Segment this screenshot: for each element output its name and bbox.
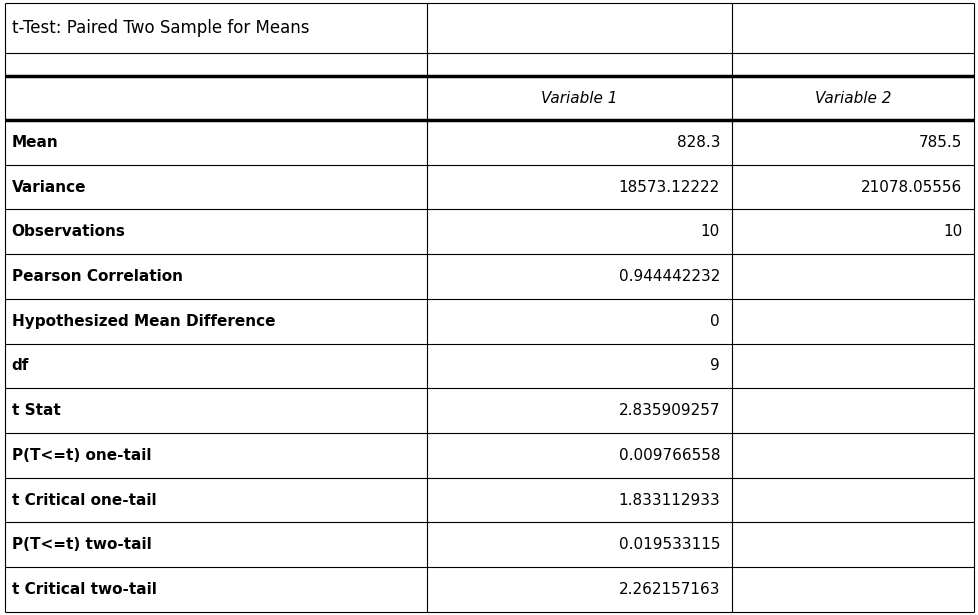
Text: df: df [12,359,29,373]
Text: 9: 9 [710,359,719,373]
Text: 0.019533115: 0.019533115 [618,538,719,552]
Text: 1.833112933: 1.833112933 [618,493,719,507]
Text: Variable 1: Variable 1 [541,90,617,106]
Text: Hypothesized Mean Difference: Hypothesized Mean Difference [12,314,275,329]
Text: 2.262157163: 2.262157163 [618,582,719,597]
Text: 828.3: 828.3 [676,135,719,150]
Text: t Critical one-tail: t Critical one-tail [12,493,156,507]
Text: 10: 10 [942,224,961,239]
Text: Variable 2: Variable 2 [814,90,890,106]
Text: Observations: Observations [12,224,125,239]
Text: 18573.12222: 18573.12222 [618,180,719,194]
Text: t Critical two-tail: t Critical two-tail [12,582,156,597]
Text: 2.835909257: 2.835909257 [618,403,719,418]
Text: t Stat: t Stat [12,403,61,418]
Text: 785.5: 785.5 [918,135,961,150]
Text: 21078.05556: 21078.05556 [861,180,961,194]
Text: 0: 0 [710,314,719,329]
Text: 0.009766558: 0.009766558 [618,448,719,463]
Text: P(T<=t) one-tail: P(T<=t) one-tail [12,448,151,463]
Text: 0.944442232: 0.944442232 [618,269,719,284]
Text: Mean: Mean [12,135,59,150]
Text: Variance: Variance [12,180,86,194]
Text: P(T<=t) two-tail: P(T<=t) two-tail [12,538,152,552]
Text: t-Test: Paired Two Sample for Means: t-Test: Paired Two Sample for Means [12,19,309,37]
Text: 10: 10 [700,224,719,239]
Text: Pearson Correlation: Pearson Correlation [12,269,183,284]
